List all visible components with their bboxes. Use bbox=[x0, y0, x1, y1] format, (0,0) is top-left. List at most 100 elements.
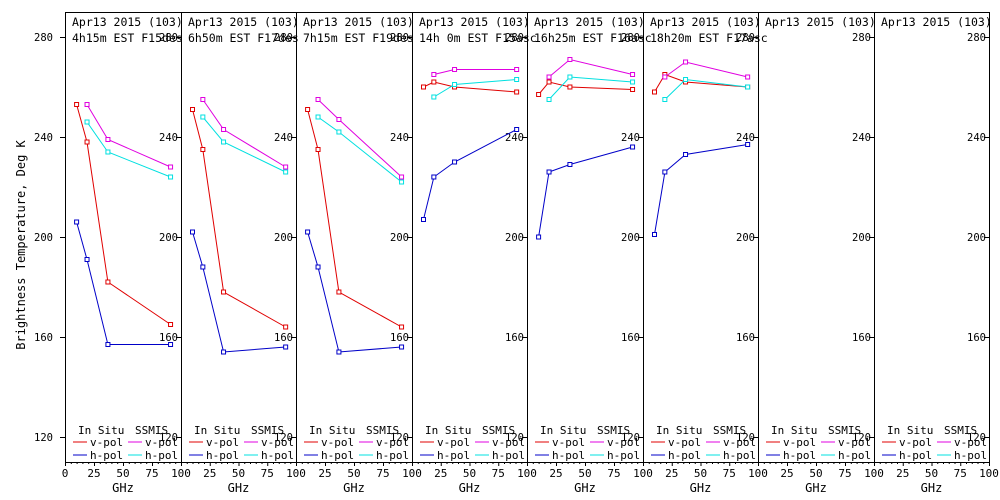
legend-label-ssmis_v: v-pol bbox=[261, 436, 294, 449]
y-tick-label: 160 bbox=[736, 332, 755, 344]
data-point-ssmis_h bbox=[745, 84, 751, 90]
legend-label-insitu_v: v-pol bbox=[206, 436, 239, 449]
data-point-insitu_v bbox=[190, 107, 195, 112]
data-point-insitu_h bbox=[190, 229, 195, 235]
y-tick-label: 280 bbox=[159, 32, 178, 44]
x-axis-title: GHz bbox=[343, 481, 365, 495]
data-point-ssmis_v bbox=[567, 57, 573, 62]
data-point-ssmis_v bbox=[630, 72, 636, 77]
legend-in-situ-header: In Situ bbox=[887, 424, 933, 437]
x-tick-label: 75 bbox=[607, 467, 620, 480]
y-tick-label: 120 bbox=[621, 432, 640, 444]
legend-in-situ-header: In Situ bbox=[656, 424, 702, 437]
data-point-ssmis_h bbox=[84, 119, 90, 125]
data-point-insitu_h bbox=[683, 152, 689, 157]
legend-label-ssmis_v: v-pol bbox=[376, 436, 409, 449]
x-tick-label: 100 bbox=[171, 467, 191, 480]
legend-in-situ-header: In Situ bbox=[78, 424, 124, 437]
y-tick-label: 240 bbox=[967, 132, 986, 144]
data-point-ssmis_v bbox=[683, 59, 689, 65]
data-point-insitu_h bbox=[652, 232, 657, 237]
legend-label-ssmis_v: v-pol bbox=[723, 436, 756, 449]
legend-label-ssmis_h: h-pol bbox=[723, 449, 756, 462]
x-tick-label: 25 bbox=[665, 467, 678, 480]
x-tick-label: 25 bbox=[780, 467, 793, 480]
legend-label-ssmis_h: h-pol bbox=[607, 449, 640, 462]
panel-1: Apr13 2015 (103) 4h15m EST F15des 120 120 16… bbox=[34, 12, 191, 495]
panel-title: Apr13 2015 (103) bbox=[188, 15, 299, 29]
panel-subtitle: 7h15m EST F19des bbox=[303, 31, 414, 45]
x-tick-label: 100 bbox=[979, 467, 999, 480]
data-point-insitu_h bbox=[399, 344, 405, 350]
series-line-insitu_h bbox=[538, 146, 633, 238]
data-point-insitu_v bbox=[283, 324, 289, 330]
y-tick-label: 240 bbox=[390, 132, 409, 144]
y-tick-label-outer: 200 bbox=[34, 232, 53, 244]
data-point-insitu_h bbox=[514, 127, 520, 132]
y-tick-label-outer: 160 bbox=[34, 332, 53, 344]
series-line-insitu_v bbox=[538, 81, 633, 95]
x-tick-label: 75 bbox=[145, 467, 158, 480]
data-point-insitu_h bbox=[567, 162, 573, 167]
data-point-insitu_h bbox=[536, 234, 542, 240]
legend-label-insitu_h: h-pol bbox=[90, 449, 123, 462]
y-tick-label: 280 bbox=[852, 32, 871, 44]
data-point-insitu_h bbox=[105, 342, 111, 347]
x-tick-label: 100 bbox=[402, 467, 422, 480]
panel-8: Apr13 2015 (103) 120 160 200 240 280 25 50 75 100… bbox=[874, 12, 999, 495]
data-point-ssmis_h bbox=[221, 139, 227, 145]
data-point-insitu_h bbox=[745, 142, 751, 147]
panel-subtitle: 16h25m EST F16asc bbox=[534, 31, 652, 45]
data-point-ssmis_v bbox=[105, 137, 111, 142]
data-point-insitu_h bbox=[200, 264, 206, 270]
legend-ssmis-header: SSMIS bbox=[251, 424, 284, 437]
x-axis-title: GHz bbox=[690, 481, 712, 495]
x-tick-label: 75 bbox=[261, 467, 274, 480]
y-tick-label: 280 bbox=[736, 32, 755, 44]
y-tick-label-outer: 120 bbox=[34, 432, 53, 444]
legend-label-insitu_h: h-pol bbox=[783, 449, 816, 462]
data-point-insitu_v bbox=[536, 92, 542, 97]
series-line-ssmis_h bbox=[202, 116, 286, 173]
y-tick-label: 280 bbox=[390, 32, 409, 44]
data-point-ssmis_h bbox=[630, 79, 636, 85]
data-point-insitu_v bbox=[105, 279, 111, 285]
data-point-insitu_h bbox=[421, 217, 426, 222]
data-point-ssmis_h bbox=[452, 82, 458, 87]
y-tick-label: 280 bbox=[967, 32, 986, 44]
data-point-insitu_v bbox=[546, 79, 552, 85]
panel-title: Apr13 2015 (103) bbox=[303, 15, 414, 29]
data-point-insitu_h bbox=[221, 349, 227, 355]
data-point-ssmis_v bbox=[399, 174, 405, 180]
data-point-insitu_h bbox=[283, 344, 289, 350]
panels-group: Apr13 2015 (103) 4h15m EST F15des 120 120 16… bbox=[34, 12, 999, 495]
series-line-insitu_v bbox=[76, 104, 171, 325]
y-tick-label: 160 bbox=[390, 332, 409, 344]
y-tick-label: 200 bbox=[390, 232, 409, 244]
data-point-insitu_h bbox=[662, 169, 668, 175]
data-point-ssmis_h bbox=[283, 169, 289, 175]
y-tick-label: 160 bbox=[274, 332, 293, 344]
panel-3: Apr13 2015 (103) 7h15m EST F19des 120 160 20… bbox=[296, 12, 422, 495]
x-tick-label: 25 bbox=[896, 467, 909, 480]
y-tick-label: 160 bbox=[621, 332, 640, 344]
y-axis-title: Brightness Temperature, Deg K bbox=[14, 139, 28, 349]
series-line-insitu_v bbox=[307, 109, 402, 328]
data-point-insitu_v bbox=[630, 87, 636, 92]
panel-subtitle: 4h15m EST F15des bbox=[72, 31, 183, 45]
data-point-insitu_v bbox=[168, 322, 174, 327]
series-line-insitu_h bbox=[307, 231, 402, 353]
data-point-insitu_v bbox=[652, 89, 657, 95]
y-tick-label: 120 bbox=[852, 432, 871, 444]
x-axis-title: GHz bbox=[459, 481, 481, 495]
x-tick-label: 25 bbox=[318, 467, 331, 480]
data-point-ssmis_h bbox=[315, 114, 321, 120]
series-line-insitu_h bbox=[192, 231, 286, 353]
data-point-insitu_v bbox=[305, 107, 311, 112]
y-tick-label: 200 bbox=[159, 232, 178, 244]
panel-4: Apr13 2015 (103) 14h 0m EST F15asc 120 160 2… bbox=[412, 12, 537, 495]
legend-label-ssmis_v: v-pol bbox=[838, 436, 871, 449]
y-tick-label-outer: 240 bbox=[34, 132, 53, 144]
y-tick-label: 160 bbox=[159, 332, 178, 344]
data-point-insitu_v bbox=[431, 79, 437, 85]
